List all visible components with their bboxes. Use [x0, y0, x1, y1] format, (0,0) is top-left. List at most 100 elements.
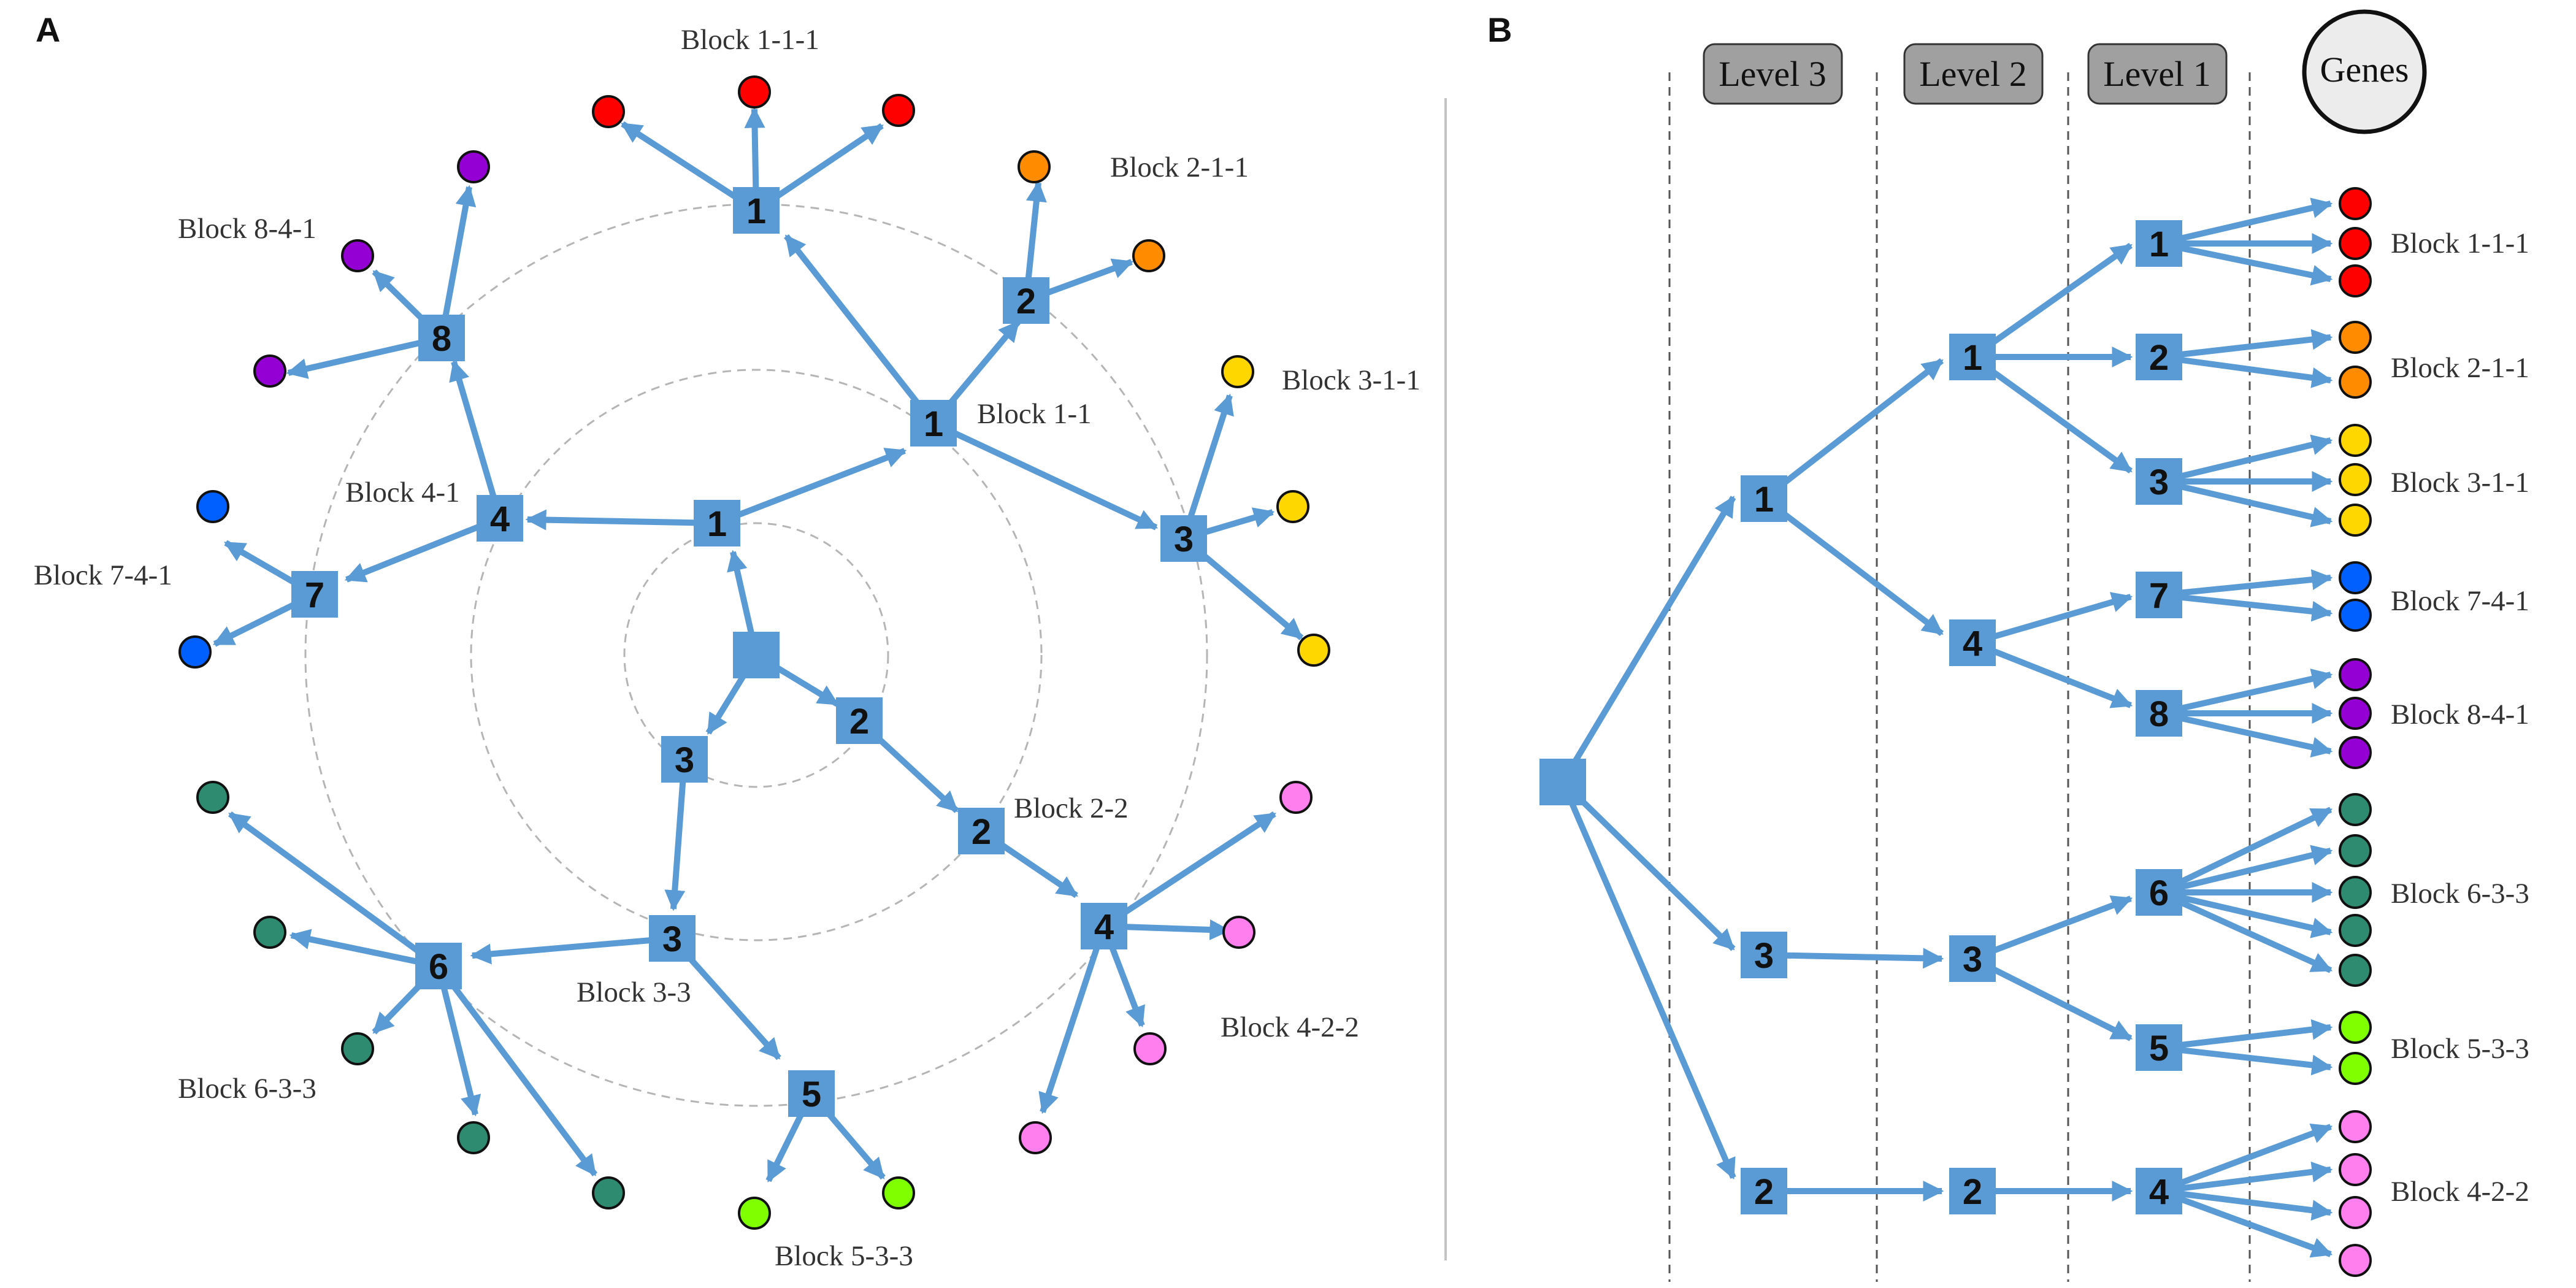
level3-node-1 — [1741, 475, 1787, 522]
panel-a-letter: A — [36, 10, 60, 49]
gene-block-2-1-1 — [1018, 150, 1051, 183]
gene-block-8-4-1 — [253, 355, 286, 388]
gene-block-8-4-1 — [341, 239, 374, 272]
level3-node-3 — [661, 736, 708, 783]
header-level3 — [1703, 43, 1843, 105]
gene-block-3-1-1 — [2339, 504, 2372, 537]
level1-node-8-label: 8 — [2149, 694, 2169, 734]
gene-block-4-2-2 — [2339, 1196, 2372, 1229]
gene-block-5-3-3 — [882, 1176, 915, 1209]
label-block-6-3-3: Block 6-3-3 — [178, 1073, 316, 1105]
label-block-2-1-1: Block 2-1-1 — [2391, 352, 2529, 384]
gene-block-2-1-1 — [2339, 366, 2372, 399]
level1-node-8 — [418, 315, 465, 361]
gene-block-7-4-1 — [196, 490, 229, 523]
gene-block-3-1-1 — [2339, 424, 2372, 457]
gene-block-8-4-1 — [2339, 736, 2372, 769]
gene-block-4-2-2 — [1019, 1121, 1052, 1154]
gene-block-6-3-3 — [592, 1176, 625, 1209]
label-block-8-4-1: Block 8-4-1 — [2391, 699, 2529, 730]
level2-node-4-label: 4 — [490, 499, 510, 539]
header-level2-label: Level 2 — [1919, 54, 2027, 94]
level1-node-5 — [2136, 1024, 2182, 1071]
panel-b: B Level 3 Level 2 Level 1 Genes — [1487, 9, 2529, 1282]
gene-block-4-2-2 — [2339, 1244, 2372, 1277]
level1-node-3-label: 3 — [1174, 519, 1194, 559]
ring-middle — [470, 369, 1043, 941]
gene-block-4-2-2 — [2339, 1153, 2372, 1186]
level1-node-8 — [2136, 690, 2182, 737]
gene-block-6-3-3 — [2339, 914, 2372, 947]
gene-block-1-1-1 — [592, 95, 625, 128]
level1-node-1 — [2136, 220, 2182, 267]
level2-node-4-label: 4 — [1963, 624, 1982, 664]
level1-node-5-label: 5 — [802, 1075, 821, 1114]
gene-block-8-4-1 — [457, 150, 490, 183]
gene-block-8-4-1 — [2339, 658, 2372, 691]
gene-block-7-4-1 — [2339, 561, 2372, 594]
gene-block-5-3-3 — [2339, 1052, 2372, 1085]
level1-node-2 — [2136, 334, 2182, 380]
level3-node-1 — [694, 500, 740, 546]
level3-node-2-label: 2 — [849, 702, 869, 742]
gene-block-3-1-1 — [1297, 634, 1330, 667]
gene-block-5-3-3 — [738, 1197, 771, 1230]
gene-block-3-1-1 — [1276, 490, 1309, 523]
gene-block-1-1-1 — [882, 94, 915, 127]
gene-block-1-1-1 — [2339, 264, 2372, 297]
root-node — [733, 632, 780, 678]
label-block-5-3-3: Block 5-3-3 — [2391, 1033, 2529, 1065]
label-block-2-1-1: Block 2-1-1 — [1110, 151, 1249, 183]
panel-b-labels: Block 1-1-1 Block 2-1-1 Block 3-1-1 Bloc… — [2391, 228, 2529, 1208]
gene-block-1-1-1 — [2339, 227, 2372, 260]
level1-node-2-label: 2 — [2149, 338, 2169, 378]
header-level2 — [1903, 43, 2044, 105]
gene-block-4-2-2 — [1279, 781, 1313, 814]
gene-block-6-3-3 — [341, 1032, 374, 1065]
label-block-2-2: Block 2-2 — [1014, 792, 1129, 824]
level1-node-6-label: 6 — [429, 947, 448, 987]
level2-node-3-label: 3 — [1963, 940, 1982, 979]
level3-node-1-label: 1 — [1754, 480, 1774, 519]
level3-node-2 — [1741, 1168, 1787, 1214]
level1-node-1-label: 1 — [2149, 224, 2169, 264]
level1-node-7 — [291, 571, 338, 618]
level1-node-4-label: 4 — [2149, 1172, 2169, 1212]
header-level3-label: Level 3 — [1719, 54, 1827, 94]
gene-block-2-1-1 — [2339, 321, 2372, 354]
gene-block-7-4-1 — [2339, 599, 2372, 632]
gene-block-6-3-3 — [196, 781, 229, 814]
level2-node-3 — [649, 915, 696, 962]
level2-node-4 — [477, 495, 523, 542]
level2-node-3-label: 3 — [662, 919, 682, 959]
gene-block-4-2-2 — [1133, 1032, 1167, 1065]
gene-block-8-4-1 — [2339, 697, 2372, 730]
label-block-3-3: Block 3-3 — [577, 976, 691, 1008]
label-block-8-4-1: Block 8-4-1 — [178, 213, 316, 245]
level1-node-4-label: 4 — [1094, 907, 1114, 947]
gene-block-3-1-1 — [2339, 463, 2372, 496]
level1-node-4 — [1081, 903, 1127, 949]
label-block-6-3-3: Block 6-3-3 — [2391, 878, 2529, 910]
level2-node-1 — [910, 400, 957, 447]
gene-block-6-3-3 — [2339, 954, 2372, 987]
level1-node-7-label: 7 — [2149, 576, 2169, 616]
label-block-3-1-1: Block 3-1-1 — [2391, 467, 2529, 499]
level1-node-6-label: 6 — [2149, 873, 2169, 913]
gene-block-4-2-2 — [1222, 916, 1255, 949]
label-block-1-1-1: Block 1-1-1 — [2391, 228, 2529, 259]
gene-block-6-3-3 — [457, 1121, 490, 1154]
header-genes-label: Genes — [2320, 50, 2409, 90]
gene-block-4-2-2 — [2339, 1110, 2372, 1143]
label-block-4-2-2: Block 4-2-2 — [2391, 1176, 2529, 1208]
level1-node-5 — [788, 1070, 835, 1117]
level3-node-3-label: 3 — [1754, 936, 1774, 976]
panel-b-edges — [1560, 197, 2333, 1258]
panel-b-letter: B — [1487, 10, 1512, 49]
level1-node-7 — [2136, 572, 2182, 618]
level2-node-1 — [1949, 334, 1996, 380]
level2-node-3 — [1949, 935, 1996, 982]
level2-node-1-label: 1 — [924, 404, 943, 444]
level2-node-2-label: 2 — [972, 812, 991, 852]
